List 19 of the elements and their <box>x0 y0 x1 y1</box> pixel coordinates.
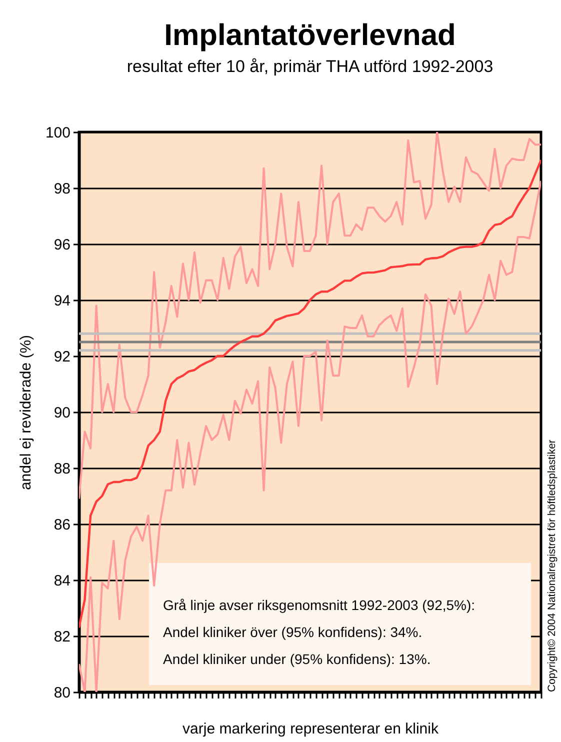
y-tick-label: 86 <box>54 516 70 534</box>
y-tick-label: 88 <box>54 460 70 478</box>
y-axis-title: andel ej reviderade (%) <box>17 334 34 490</box>
y-tick-label: 94 <box>54 292 70 310</box>
y-tick-label: 96 <box>54 236 70 254</box>
y-tick-label: 92 <box>54 348 70 366</box>
y-tick-label: 84 <box>54 572 70 590</box>
annotation: Grå linje avser riksgenomsnitt 1992-2003 (92,5%): <box>163 597 476 613</box>
y-tick-label: 90 <box>54 404 70 422</box>
x-axis-title: varje markering representerar en klinik <box>182 720 439 738</box>
y-tick-label: 98 <box>54 180 70 198</box>
annotation: Andel kliniker under (95% konfidens): 13%. <box>163 651 431 667</box>
chart-subtitle: resultat efter 10 år, primär THA utförd 1992-2003 <box>126 57 494 76</box>
y-tick-label: 82 <box>54 628 70 646</box>
text: Copyright© 2004 Nationalregistret för höftledsplastiker <box>546 439 558 692</box>
y-tick-label: 80 <box>54 684 70 702</box>
chart-title: Implantatöverlevnad <box>164 19 456 52</box>
annotation: Andel kliniker över (95% konfidens): 34%. <box>163 624 422 640</box>
y-tick-label: 100 <box>45 124 70 142</box>
